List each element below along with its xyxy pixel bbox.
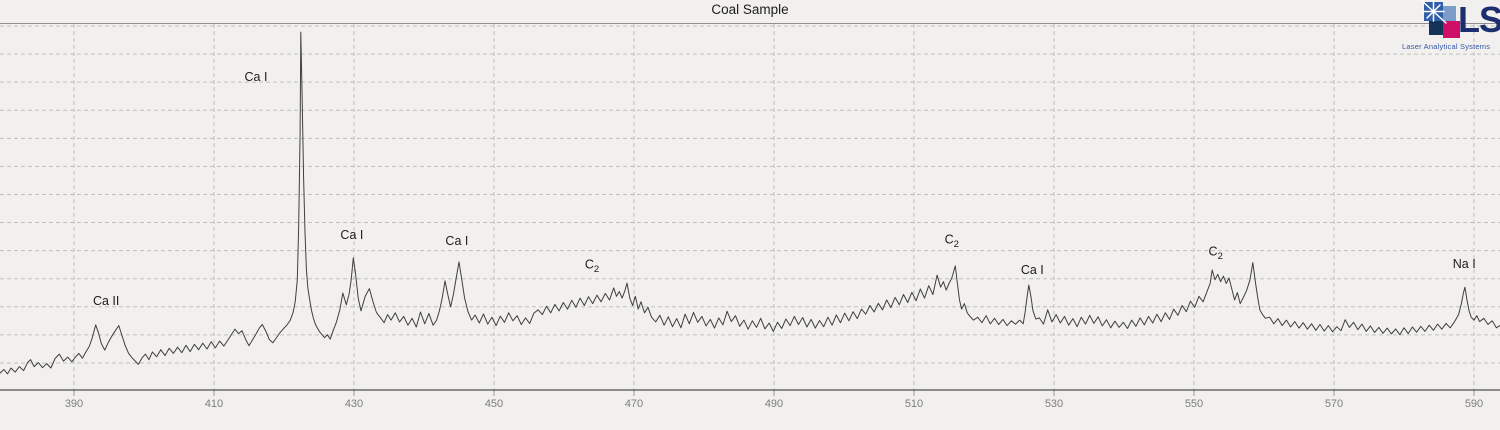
x-tick-label: 470 bbox=[625, 398, 643, 410]
x-tick-label: 450 bbox=[485, 398, 503, 410]
x-tick-label: 570 bbox=[1325, 398, 1343, 410]
x-tick-label: 590 bbox=[1465, 398, 1483, 410]
x-tick-label: 550 bbox=[1185, 398, 1203, 410]
x-tick-label: 410 bbox=[205, 398, 223, 410]
x-tick-label: 390 bbox=[65, 398, 83, 410]
logo-quadrant-magenta bbox=[1443, 21, 1460, 38]
spectrum-line bbox=[0, 31, 1500, 375]
logo-emblem-icon bbox=[1420, 0, 1466, 42]
x-tick-label: 530 bbox=[1045, 398, 1063, 410]
logo-tagline: Laser Analytical Systems bbox=[1402, 42, 1491, 51]
logo-quadrant-navy bbox=[1429, 21, 1443, 35]
logo-wordmark: LSS bbox=[1458, 0, 1500, 40]
x-tick-label: 430 bbox=[345, 398, 363, 410]
x-tick-label: 490 bbox=[765, 398, 783, 410]
logo: LSS Laser Analytical Systems bbox=[1402, 0, 1500, 57]
x-tick-label: 510 bbox=[905, 398, 923, 410]
chart-title: Coal Sample bbox=[711, 2, 789, 17]
starburst-icon bbox=[1420, 0, 1447, 24]
logo-quadrant-lightblue bbox=[1443, 6, 1456, 21]
